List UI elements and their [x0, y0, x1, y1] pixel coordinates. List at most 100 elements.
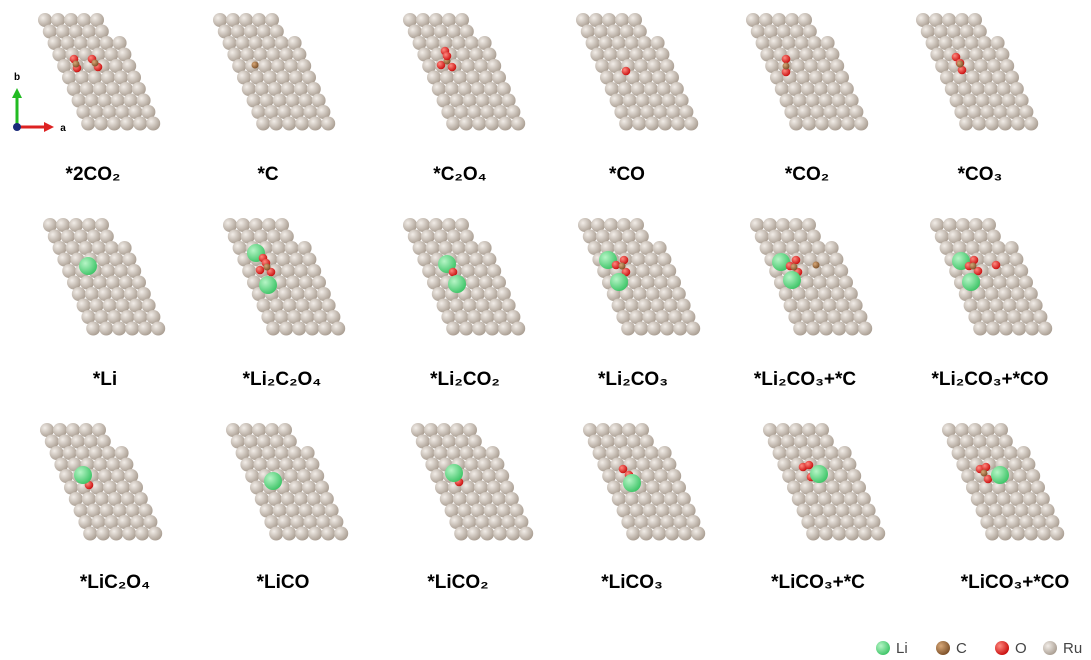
ru-atom [498, 322, 512, 336]
structure [223, 218, 345, 336]
c-atom [783, 63, 790, 70]
ru-atom [282, 117, 296, 131]
structure [411, 423, 533, 541]
structure [763, 423, 885, 541]
ru-atom [96, 527, 110, 541]
c-atom [813, 262, 820, 269]
structure [583, 423, 705, 541]
ru-atom [673, 322, 687, 336]
c-atom [970, 263, 977, 270]
ru-atom [858, 527, 872, 541]
panel-label: *LiCO₃+*C [771, 572, 865, 593]
ru-atom [94, 117, 108, 131]
ru-atom [295, 117, 309, 131]
structure [750, 218, 872, 336]
panel-label: *Li₂CO₃+*C [754, 369, 856, 390]
ru-atom [109, 527, 123, 541]
structure [226, 423, 348, 541]
ru-atom [498, 117, 512, 131]
legend-swatch [995, 641, 1009, 655]
ru-atom [634, 322, 648, 336]
c-atom [981, 470, 988, 477]
ru-atom [806, 527, 820, 541]
legend-swatch [1043, 641, 1057, 655]
ru-atom [652, 527, 666, 541]
ru-atom [660, 322, 674, 336]
ru-atom [459, 322, 473, 336]
ru-atom [985, 527, 999, 541]
panel-label: *LiCO₂ [427, 572, 488, 593]
o-atom [443, 52, 452, 61]
ru-atom [999, 322, 1013, 336]
ru-atom [148, 527, 162, 541]
ru-atom [973, 322, 987, 336]
ru-atom [135, 527, 149, 541]
ru-atom [125, 322, 139, 336]
li-atom [74, 466, 92, 484]
c-atom [73, 61, 80, 68]
o-atom [792, 256, 801, 265]
c-atom [92, 60, 99, 67]
ru-atom [678, 527, 692, 541]
ru-atom [83, 527, 97, 541]
ru-atom [1050, 527, 1064, 541]
ru-atom [269, 117, 283, 131]
ru-atom [112, 322, 126, 336]
structure [942, 423, 1064, 541]
ru-atom [120, 117, 134, 131]
structure [578, 218, 700, 336]
ru-atom [671, 117, 685, 131]
ru-atom [519, 527, 533, 541]
ru-atom [282, 527, 296, 541]
li-atom [962, 273, 980, 291]
ru-atom [959, 117, 973, 131]
ru-atom [99, 322, 113, 336]
ru-atom [292, 322, 306, 336]
ru-atom [256, 117, 270, 131]
ru-atom [308, 527, 322, 541]
li-atom [259, 276, 277, 294]
ru-atom [107, 117, 121, 131]
ru-atom [480, 527, 494, 541]
panel-label: *LiCO [257, 572, 310, 593]
ru-atom [446, 322, 460, 336]
axis-b: b [14, 72, 20, 83]
panel-label: *Li₂CO₃ [598, 369, 668, 390]
ru-atom [647, 322, 661, 336]
o-atom [622, 67, 631, 76]
legend-swatch [876, 641, 890, 655]
li-atom [610, 273, 628, 291]
ru-atom [828, 117, 842, 131]
ru-atom [133, 117, 147, 131]
ru-atom [858, 322, 872, 336]
panel-label: *Li [93, 369, 117, 390]
o-atom [992, 261, 1001, 270]
c-atom [619, 263, 626, 270]
ru-atom [1011, 527, 1025, 541]
ru-atom [511, 117, 525, 131]
structure [43, 218, 165, 336]
structure [403, 218, 525, 336]
c-atom [252, 62, 259, 69]
ru-atom [81, 117, 95, 131]
ru-atom [619, 117, 633, 131]
ru-atom [331, 322, 345, 336]
ru-atom [146, 117, 160, 131]
panel-label: *2CO₂ [66, 164, 121, 185]
panel-label: *Li₂C₂O₄ [243, 369, 322, 390]
ru-atom [485, 322, 499, 336]
li-atom [448, 275, 466, 293]
legend-label: C [956, 640, 967, 657]
o-atom [782, 55, 791, 64]
panel-label: *CO [609, 164, 645, 185]
ru-atom [845, 322, 859, 336]
ru-atom [819, 322, 833, 336]
panel-label: *Li₂CO₃+*CO [932, 369, 1049, 390]
ru-atom [454, 527, 468, 541]
ru-atom [1024, 527, 1038, 541]
li-atom [79, 257, 97, 275]
ru-atom [279, 322, 293, 336]
panel-label: *CO₃ [958, 164, 1003, 185]
ru-atom [621, 322, 635, 336]
